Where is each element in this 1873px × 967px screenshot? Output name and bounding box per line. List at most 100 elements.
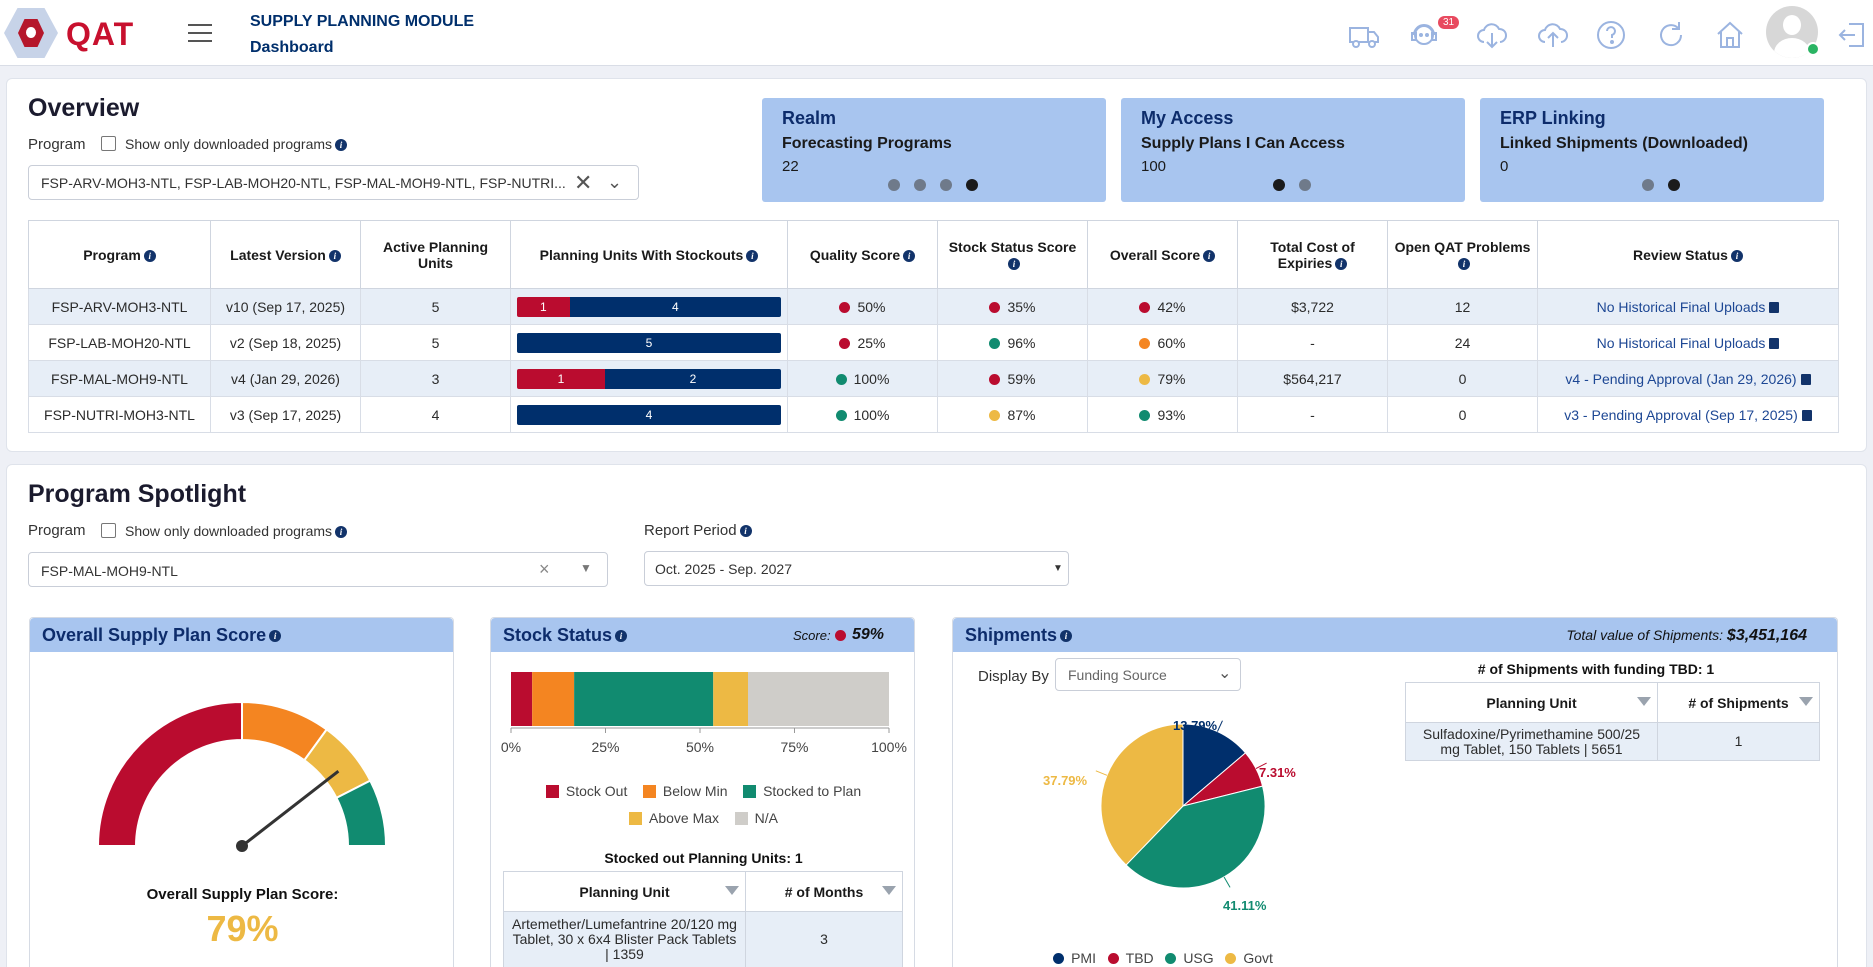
book-icon[interactable] bbox=[1801, 409, 1812, 421]
cell-review-status[interactable]: v4 - Pending Approval (Jan 29, 2026) bbox=[1537, 360, 1839, 397]
col-latest-version[interactable]: Latest Version i bbox=[210, 220, 361, 289]
legend-item-below-min[interactable]: Below Min bbox=[642, 783, 728, 799]
col-shipments[interactable]: # of Shipments bbox=[1657, 682, 1820, 723]
info-icon[interactable]: i bbox=[746, 249, 759, 262]
support-agent-icon[interactable] bbox=[1407, 18, 1441, 52]
col-planning-unit[interactable]: Planning Unit bbox=[1405, 682, 1658, 723]
logout-icon[interactable] bbox=[1835, 18, 1867, 52]
legend-item-stocked-to-plan[interactable]: Stocked to Plan bbox=[743, 783, 861, 799]
info-icon[interactable]: i bbox=[615, 630, 628, 643]
table-row[interactable]: Artemether/Lumefantrine 20/120 mg Tablet… bbox=[503, 911, 903, 967]
col-quality-score[interactable]: Quality Score i bbox=[787, 220, 938, 289]
report-period-select[interactable]: Oct. 2025 - Sep. 2027 ▼ bbox=[644, 551, 1069, 586]
col-total-cost-expiries[interactable]: Total Cost of Expiries i bbox=[1237, 220, 1388, 289]
info-icon[interactable]: i bbox=[1458, 257, 1470, 270]
col-open-qat-problems[interactable]: Open QAT Problemsi bbox=[1387, 220, 1538, 289]
info-icon[interactable]: i bbox=[269, 630, 282, 643]
carousel-dot[interactable] bbox=[1299, 179, 1311, 191]
table-row[interactable]: FSP-LAB-MOH20-NTL v2 (Sep 18, 2025) 5 5 25% 9… bbox=[28, 324, 1839, 361]
chevron-down-icon[interactable]: ⌄ bbox=[607, 172, 623, 192]
truck-icon[interactable] bbox=[1347, 18, 1381, 52]
cell-review-status[interactable]: v3 - Pending Approval (Sep 17, 2025) bbox=[1537, 396, 1839, 433]
stockout-bar[interactable]: 4 bbox=[517, 404, 781, 425]
info-icon[interactable]: i bbox=[903, 249, 916, 262]
program-multiselect[interactable]: FSP-ARV-MOH3-NTL, FSP-LAB-MOH20-NTL, FSP… bbox=[28, 165, 639, 200]
info-icon[interactable]: i bbox=[1335, 257, 1348, 270]
chevron-down-icon[interactable]: ▼ bbox=[1053, 563, 1063, 574]
legend-item-na[interactable]: N/A bbox=[734, 810, 778, 826]
stock-bar-segment[interactable] bbox=[574, 672, 714, 726]
info-icon[interactable]: i bbox=[335, 526, 348, 539]
cloud-upload-icon[interactable] bbox=[1536, 18, 1570, 52]
carousel-dot[interactable] bbox=[1668, 179, 1680, 191]
col-stockouts[interactable]: Planning Units With Stockouts i bbox=[510, 220, 788, 289]
info-icon[interactable]: i bbox=[1060, 630, 1073, 643]
carousel-dot[interactable] bbox=[914, 179, 926, 191]
show-downloaded-checkbox[interactable] bbox=[101, 136, 116, 151]
stock-bar-segment[interactable] bbox=[532, 672, 575, 726]
clear-icon[interactable]: ✕ bbox=[574, 170, 593, 195]
legend-item-pmi[interactable]: PMI bbox=[1053, 950, 1096, 966]
chevron-down-icon[interactable]: ⌄ bbox=[1218, 665, 1232, 682]
table-row[interactable]: FSP-MAL-MOH9-NTL v4 (Jan 29, 2026) 3 1 2 100%… bbox=[28, 360, 1839, 397]
info-icon[interactable]: i bbox=[1730, 249, 1743, 262]
col-program[interactable]: Program i bbox=[28, 220, 211, 289]
legend-item-above-max[interactable]: Above Max bbox=[629, 810, 719, 826]
qat-logo[interactable]: QAT bbox=[4, 8, 154, 58]
book-icon[interactable] bbox=[1769, 301, 1780, 313]
spotlight-program-select[interactable]: FSP-MAL-MOH9-NTL × ▼ bbox=[28, 552, 608, 587]
table-row[interactable]: Sulfadoxine/Pyrimethamine 500/25 mg Tabl… bbox=[1405, 722, 1820, 761]
stockout-bar[interactable]: 5 bbox=[517, 332, 781, 353]
carousel-dot[interactable] bbox=[966, 179, 978, 191]
my-access-tile[interactable]: My Access Supply Plans I Can Access 100 bbox=[1121, 98, 1465, 202]
book-icon[interactable] bbox=[1800, 373, 1811, 385]
filter-icon[interactable] bbox=[1799, 697, 1813, 706]
display-by-select[interactable]: Funding Source ⌄ bbox=[1055, 658, 1241, 691]
col-planning-unit[interactable]: Planning Unit bbox=[503, 871, 746, 912]
clear-icon[interactable]: × bbox=[539, 559, 550, 579]
review-status-link[interactable]: No Historical Final Uploads bbox=[1596, 298, 1766, 315]
info-icon[interactable]: i bbox=[739, 525, 752, 538]
filter-icon[interactable] bbox=[725, 886, 739, 895]
pie-slice[interactable] bbox=[1125, 785, 1266, 889]
cell-review-status[interactable]: No Historical Final Uploads bbox=[1537, 288, 1839, 325]
col-active-planning-units[interactable]: Active Planning Units bbox=[360, 220, 511, 289]
info-icon[interactable]: i bbox=[335, 139, 348, 152]
erp-linking-tile[interactable]: ERP Linking Linked Shipments (Downloaded… bbox=[1480, 98, 1824, 202]
legend-item-tbd[interactable]: TBD bbox=[1107, 950, 1154, 966]
stock-bar-segment[interactable] bbox=[713, 672, 749, 726]
cloud-download-icon[interactable] bbox=[1475, 18, 1509, 52]
review-status-link[interactable]: No Historical Final Uploads bbox=[1596, 334, 1766, 351]
chevron-down-icon[interactable]: ▼ bbox=[580, 561, 592, 575]
review-status-link[interactable]: v3 - Pending Approval (Sep 17, 2025) bbox=[1564, 406, 1798, 423]
carousel-dot[interactable] bbox=[888, 179, 900, 191]
info-icon[interactable]: i bbox=[1203, 249, 1216, 262]
legend-item-usg[interactable]: USG bbox=[1165, 950, 1214, 966]
cell-review-status[interactable]: No Historical Final Uploads bbox=[1537, 324, 1839, 361]
col-stock-status-score[interactable]: Stock Status Scorei bbox=[937, 220, 1088, 289]
spotlight-show-downloaded-checkbox[interactable] bbox=[101, 523, 116, 538]
legend-item-stock-out[interactable]: Stock Out bbox=[545, 783, 627, 799]
col-overall-score[interactable]: Overall Score i bbox=[1087, 220, 1238, 289]
legend-item-govt[interactable]: Govt bbox=[1225, 950, 1273, 966]
info-icon[interactable]: i bbox=[328, 249, 341, 262]
col-months[interactable]: # of Months bbox=[745, 871, 903, 912]
avatar[interactable] bbox=[1766, 6, 1818, 58]
table-row[interactable]: FSP-ARV-MOH3-NTL v10 (Sep 17, 2025) 5 1 4 50%… bbox=[28, 288, 1839, 325]
carousel-dot[interactable] bbox=[1642, 179, 1654, 191]
filter-icon[interactable] bbox=[1637, 697, 1651, 706]
carousel-dot[interactable] bbox=[940, 179, 952, 191]
realm-tile[interactable]: Realm Forecasting Programs 22 bbox=[762, 98, 1106, 202]
filter-icon[interactable] bbox=[882, 886, 896, 895]
col-review-status[interactable]: Review Status i bbox=[1537, 220, 1839, 289]
info-icon[interactable]: i bbox=[143, 249, 156, 262]
help-icon[interactable] bbox=[1594, 18, 1628, 52]
carousel-dot[interactable] bbox=[1273, 179, 1285, 191]
book-icon[interactable] bbox=[1769, 337, 1780, 349]
info-icon[interactable]: i bbox=[1008, 257, 1020, 270]
review-status-link[interactable]: v4 - Pending Approval (Jan 29, 2026) bbox=[1565, 370, 1797, 387]
home-icon[interactable] bbox=[1713, 18, 1747, 52]
refresh-icon[interactable] bbox=[1654, 18, 1688, 52]
stock-bar-segment[interactable] bbox=[511, 672, 533, 726]
